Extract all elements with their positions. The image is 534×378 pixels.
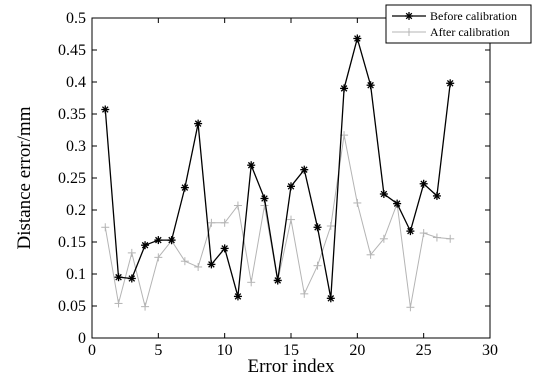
data-point-after-calibration: [141, 302, 150, 311]
data-point-before-calibration: [446, 79, 455, 88]
data-point-after-calibration: [419, 229, 428, 238]
x-tick-label: 5: [154, 342, 162, 359]
data-point-after-calibration: [300, 289, 309, 298]
data-point-after-calibration: [406, 303, 415, 312]
data-point-before-calibration: [432, 191, 441, 200]
series-layer: [101, 34, 455, 312]
data-point-after-calibration: [101, 223, 110, 232]
data-point-before-calibration: [273, 276, 282, 285]
y-tick-label: 0.25: [58, 170, 86, 187]
data-point-before-calibration: [194, 119, 203, 128]
y-tick-label: 0.5: [66, 10, 86, 27]
data-point-before-calibration: [141, 241, 150, 250]
legend-label-before-calibration: Before calibration: [430, 9, 517, 23]
data-point-before-calibration: [419, 179, 428, 188]
data-point-before-calibration: [366, 81, 375, 90]
data-point-before-calibration: [393, 199, 402, 208]
y-tick-label: 0.15: [58, 234, 86, 251]
x-tick-label: 0: [88, 342, 96, 359]
data-point-after-calibration: [287, 215, 295, 224]
data-point-after-calibration: [353, 198, 362, 207]
data-point-after-calibration: [247, 278, 256, 287]
data-point-before-calibration: [220, 244, 229, 253]
data-point-before-calibration: [313, 223, 322, 232]
data-point-before-calibration: [260, 194, 269, 203]
data-point-after-calibration: [379, 234, 388, 243]
data-point-after-calibration: [260, 201, 269, 210]
legend-box: [385, 4, 532, 44]
data-point-before-calibration: [326, 294, 335, 303]
y-tick-label: 0: [78, 330, 86, 347]
plot-background: [92, 18, 490, 338]
data-point-after-calibration: [220, 218, 229, 227]
y-tick-label: 0.1: [66, 266, 86, 283]
data-point-after-calibration: [233, 201, 242, 210]
y-tick-label: 0.45: [58, 42, 86, 59]
data-point-after-calibration: [194, 262, 203, 271]
data-point-before-calibration: [114, 273, 123, 282]
data-point-before-calibration: [300, 165, 309, 174]
data-point-before-calibration: [406, 227, 415, 236]
data-point-before-calibration: [154, 236, 163, 245]
ticks-layer: 0 5 10 15 20 25 30 0 0.05 0.1 0.15 0.2 0.25 0.3 0.35 0.…: [58, 10, 498, 359]
data-point-after-calibration: [180, 257, 189, 266]
y-tick-label: 0.3: [66, 138, 86, 155]
legend-marker-before-calibration: [405, 12, 413, 20]
data-point-before-calibration: [180, 183, 189, 192]
data-point-after-calibration: [313, 261, 322, 270]
data-point-after-calibration: [207, 218, 216, 227]
data-point-after-calibration: [366, 250, 375, 259]
data-point-before-calibration: [101, 105, 110, 114]
data-point-before-calibration: [127, 274, 136, 283]
data-point-after-calibration: [114, 299, 123, 308]
x-axis-label: Error index: [247, 356, 335, 377]
x-tick-label: 15: [283, 342, 299, 359]
data-point-before-calibration: [379, 190, 388, 198]
legend: Before calibration After calibration: [385, 4, 532, 44]
legend-label-after-calibration: After calibration: [430, 25, 510, 39]
y-tick-label: 0.05: [58, 298, 86, 315]
data-point-before-calibration: [233, 292, 242, 301]
y-tick-label: 0.4: [66, 74, 86, 91]
x-tick-label: 20: [349, 342, 365, 359]
data-point-before-calibration: [353, 34, 362, 43]
data-point-before-calibration: [247, 161, 256, 170]
x-tick-label: 25: [416, 342, 432, 359]
y-tick-label: 0.35: [58, 106, 86, 123]
y-tick-label: 0.2: [66, 202, 86, 219]
data-point-after-calibration: [432, 233, 441, 242]
data-point-after-calibration: [154, 253, 163, 262]
x-tick-label: 30: [482, 342, 498, 359]
data-point-before-calibration: [207, 260, 216, 269]
data-point-before-calibration: [340, 84, 349, 93]
x-tick-label: 10: [217, 342, 233, 359]
data-point-after-calibration: [446, 234, 455, 243]
data-point-before-calibration: [167, 236, 176, 245]
y-axis-label: Distance error/mm: [14, 106, 35, 249]
data-point-before-calibration: [287, 182, 295, 191]
legend-marker-after-calibration: [405, 28, 413, 36]
plot-area: [92, 18, 490, 338]
data-point-after-calibration: [326, 222, 335, 230]
data-point-after-calibration: [127, 248, 136, 257]
